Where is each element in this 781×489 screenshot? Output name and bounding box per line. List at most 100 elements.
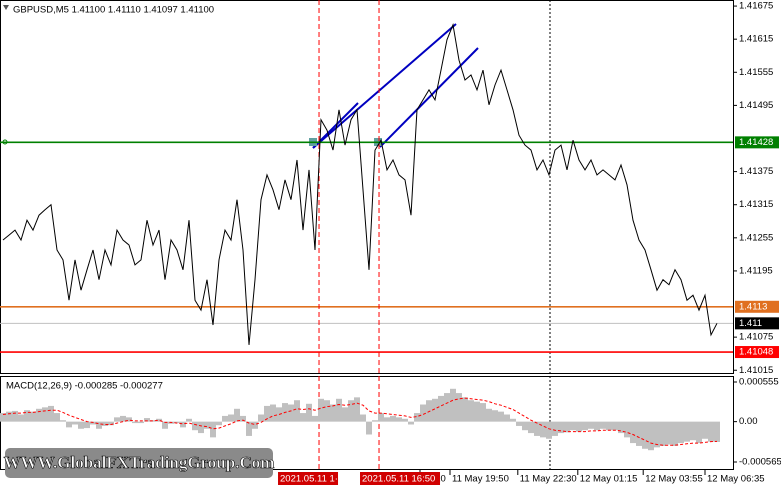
histogram-bar (234, 408, 240, 422)
price-label-box (735, 346, 779, 359)
histogram-bar (648, 421, 654, 451)
histogram-bar (198, 421, 204, 434)
histogram-bar (138, 421, 144, 424)
y-tick-label: 1.41015 (739, 365, 773, 376)
histogram-bar (324, 400, 330, 422)
y-tick-label: 1.41255 (739, 232, 773, 243)
histogram-bar (504, 414, 510, 422)
histogram-bar (186, 418, 192, 422)
histogram-bar (228, 414, 234, 422)
histogram-bar (330, 404, 336, 422)
price-label: 1.411 (739, 318, 762, 329)
histogram-bar (96, 421, 102, 429)
histogram-bar (474, 401, 480, 422)
series-line (2, 397, 718, 446)
histogram-bar (360, 414, 366, 422)
histogram-bar (90, 421, 96, 425)
indicator-title: MACD(12,26,9) -0.000285 -0.000277 (6, 381, 163, 392)
histogram-bar (588, 421, 594, 429)
histogram-bar (486, 408, 492, 422)
watermark-box (5, 448, 273, 478)
histogram-bar (414, 413, 420, 422)
histogram-bar (336, 398, 342, 422)
main-frame (0, 0, 734, 374)
histogram-bar (684, 421, 690, 442)
histogram-bar (114, 417, 120, 422)
histogram-bar (60, 420, 66, 422)
histogram-bar (132, 421, 138, 424)
histogram-bar (12, 410, 18, 422)
histogram-bar (708, 421, 714, 442)
histogram-bar (408, 421, 414, 425)
histogram-bar (222, 415, 228, 422)
symbol-icon (3, 5, 9, 10)
histogram-bar (180, 421, 186, 428)
histogram-bar (378, 413, 384, 422)
histogram-bar (72, 421, 78, 425)
price-label: 1.41428 (739, 137, 773, 148)
histogram-bar (108, 421, 114, 426)
histogram-bar (564, 421, 570, 433)
histogram-bar (636, 421, 642, 446)
y-tick-label: 0.000555 (739, 377, 779, 388)
histogram-bar (516, 421, 522, 426)
chart-title: GBPUSD,M5 1.41100 1.41110 1.41097 1.4110… (13, 5, 214, 16)
histogram-bar (666, 421, 672, 445)
histogram-bar (204, 421, 210, 429)
histogram-bar (438, 395, 444, 422)
histogram-bar (426, 400, 432, 422)
histogram-bar (642, 421, 648, 449)
histogram-bar (402, 418, 408, 422)
histogram-bar (480, 403, 486, 422)
price-label-box (735, 136, 779, 149)
histogram-bar (42, 407, 48, 422)
histogram-bar (552, 421, 558, 436)
histogram-bar (372, 420, 378, 422)
histogram-bar (66, 421, 72, 428)
trend-line (379, 47, 479, 148)
watermark: WWW.GlobalFXTradingGroup.Com (4, 453, 275, 472)
histogram-bar (396, 417, 402, 422)
histogram-bar (6, 411, 12, 422)
histogram-bar (624, 421, 630, 438)
marker-label-box (360, 472, 441, 485)
histogram-bar (558, 421, 564, 434)
histogram-bar (270, 404, 276, 422)
histogram-bar (84, 421, 90, 429)
histogram-bar (432, 398, 438, 422)
histogram-bar (300, 413, 306, 422)
histogram-bar (366, 421, 372, 435)
histogram-bar (714, 421, 720, 442)
histogram-bar (342, 407, 348, 422)
histogram-bar (264, 405, 270, 422)
x-tick-label: 12 May 06:35 (707, 474, 765, 485)
histogram-bar (444, 393, 450, 422)
histogram-bar (174, 421, 180, 424)
x-tick-label: 11 May 19:50 (452, 474, 509, 485)
histogram-bar (498, 411, 504, 422)
histogram-bar (246, 421, 252, 436)
histogram-bar (48, 405, 54, 422)
histogram-bar (456, 393, 462, 422)
histogram-bar (294, 400, 300, 422)
histogram-bar (618, 421, 624, 434)
histogram-bar (288, 404, 294, 422)
histogram-bar (162, 421, 168, 429)
y-tick-label: 1.41375 (739, 166, 773, 177)
histogram-bar (306, 403, 312, 422)
histogram-bar (258, 414, 264, 422)
price-label: 1.4113 (739, 301, 767, 312)
histogram-bar (0, 413, 6, 422)
histogram-bar (144, 418, 150, 422)
histogram-bar (318, 398, 324, 422)
histogram-bar (24, 410, 30, 422)
histogram-bar (276, 407, 282, 422)
histogram-bar (522, 421, 528, 431)
histogram-bar (252, 421, 258, 429)
histogram-bar (582, 421, 588, 431)
histogram-bar (210, 421, 216, 438)
y-tick-label: 0.00 (739, 416, 758, 427)
